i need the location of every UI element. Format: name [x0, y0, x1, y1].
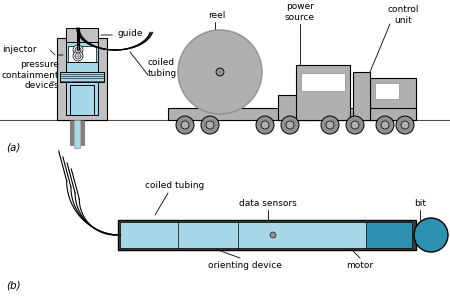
Bar	[375, 83, 399, 99]
Text: pressure
containment
devices: pressure containment devices	[2, 60, 59, 90]
Bar	[168, 108, 408, 120]
Circle shape	[216, 68, 224, 76]
Bar	[278, 95, 318, 120]
Circle shape	[181, 121, 189, 129]
Text: control
unit: control unit	[387, 5, 419, 25]
Bar	[66, 28, 98, 42]
Text: reel: reel	[208, 10, 226, 19]
Bar	[70, 120, 73, 145]
Bar	[301, 73, 345, 91]
Bar	[74, 120, 80, 148]
Circle shape	[270, 232, 276, 238]
Text: power
source: power source	[285, 2, 315, 22]
Text: orienting device: orienting device	[208, 260, 282, 269]
Bar	[353, 72, 370, 120]
Circle shape	[75, 53, 81, 59]
Circle shape	[286, 121, 294, 129]
Circle shape	[396, 116, 414, 134]
Text: injector: injector	[2, 45, 36, 54]
Circle shape	[401, 121, 409, 129]
Circle shape	[321, 116, 339, 134]
Bar	[296, 65, 350, 120]
Circle shape	[256, 116, 274, 134]
Text: (a): (a)	[6, 142, 20, 152]
Bar	[66, 42, 98, 84]
Circle shape	[414, 218, 448, 252]
Bar	[366, 222, 412, 248]
Circle shape	[381, 121, 389, 129]
Circle shape	[351, 121, 359, 129]
Circle shape	[206, 121, 214, 129]
Circle shape	[176, 116, 194, 134]
Circle shape	[178, 30, 262, 114]
Circle shape	[261, 121, 269, 129]
Bar	[81, 120, 84, 145]
Text: bit: bit	[414, 199, 426, 208]
Circle shape	[75, 47, 81, 53]
Circle shape	[73, 45, 83, 55]
Bar	[60, 72, 104, 82]
Bar	[68, 46, 96, 62]
Circle shape	[73, 51, 83, 61]
Text: (b): (b)	[6, 280, 21, 290]
Circle shape	[326, 121, 334, 129]
Text: guide: guide	[117, 30, 143, 39]
Text: coiled tubing: coiled tubing	[145, 181, 204, 190]
Bar	[370, 78, 416, 120]
Circle shape	[376, 116, 394, 134]
Circle shape	[281, 116, 299, 134]
Bar	[370, 108, 416, 120]
Bar	[118, 220, 416, 250]
Circle shape	[346, 116, 364, 134]
Text: coiled
tubing: coiled tubing	[148, 58, 177, 78]
Text: motor: motor	[346, 260, 374, 269]
Bar	[70, 85, 94, 115]
Bar	[120, 222, 398, 248]
Bar	[57, 38, 107, 120]
Text: data sensors: data sensors	[239, 199, 297, 208]
Bar	[66, 62, 98, 115]
Circle shape	[201, 116, 219, 134]
